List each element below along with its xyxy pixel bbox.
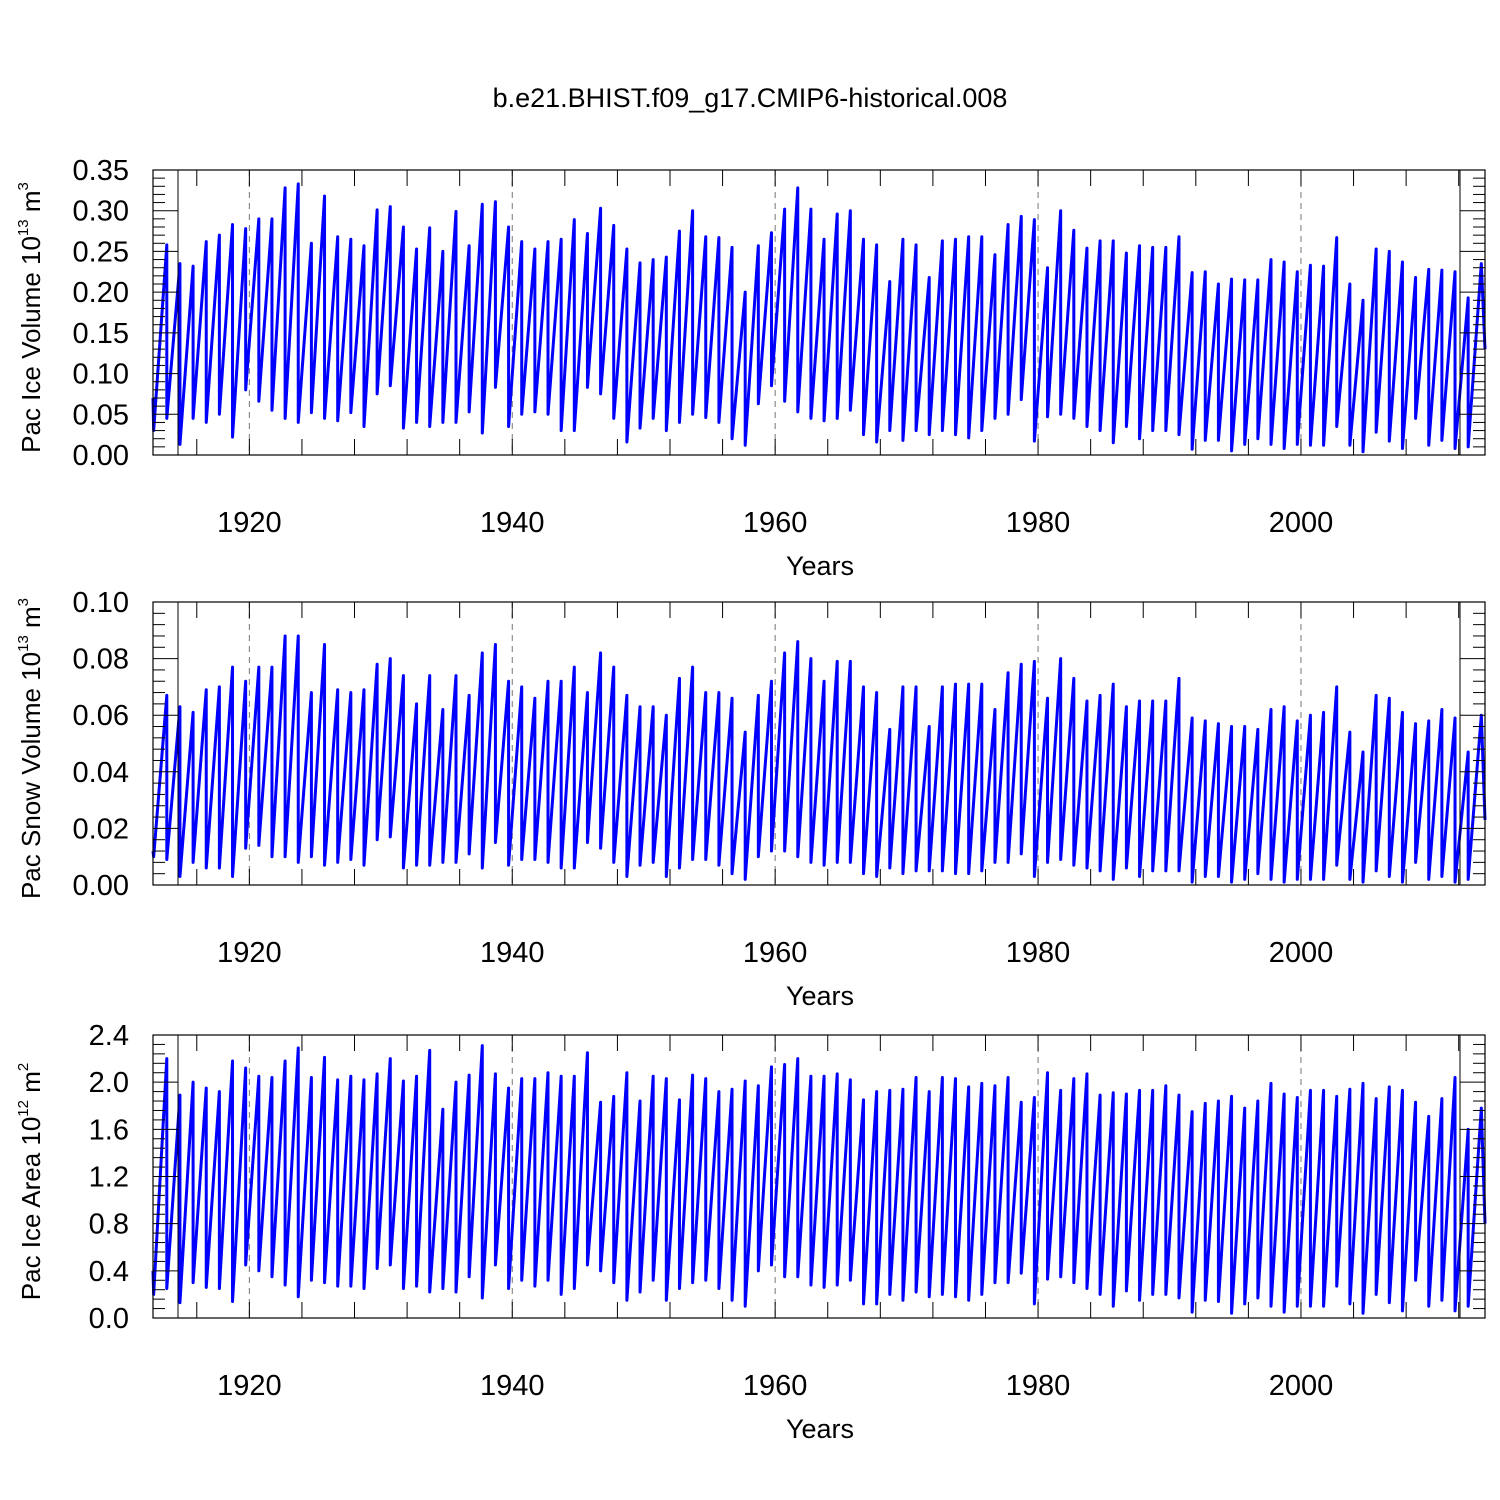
series-line <box>151 634 1487 884</box>
series-line <box>151 182 1487 454</box>
axes-frame <box>152 169 1486 456</box>
ytick-label: 0.08 <box>73 644 129 676</box>
axes-frame <box>152 601 1486 886</box>
ytick-label: 0.04 <box>73 757 129 789</box>
x-axis-label: Years <box>786 981 854 1011</box>
ytick-label: 0.00 <box>73 870 129 902</box>
xtick-label: 1980 <box>1006 507 1071 539</box>
xtick-label: 1920 <box>217 507 282 539</box>
ytick-label: 0.00 <box>73 440 129 472</box>
xtick-label: 1960 <box>743 507 808 539</box>
chart-panel-2: 0.00 0.02 0.04 0.06 0.08 0.10 1920 1940 1960 1980… <box>15 587 1487 1011</box>
xtick-label: 2000 <box>1269 1370 1334 1402</box>
ytick-label: 0.06 <box>73 700 129 732</box>
ytick-label: 0.02 <box>73 813 129 845</box>
chart-title: b.e21.BHIST.f09_g17.CMIP6-historical.008 <box>493 83 1008 113</box>
xtick-label: 1920 <box>217 937 282 969</box>
ytick-label: 0.30 <box>73 196 129 228</box>
xtick-label: 1940 <box>480 1370 545 1402</box>
xtick-label: 1940 <box>480 507 545 539</box>
y-axis-label: Pac Ice Area 1012 m2 <box>15 1063 46 1300</box>
ytick-label: 0.0 <box>89 1303 129 1335</box>
ytick-label: 1.6 <box>89 1114 129 1146</box>
xtick-label: 1920 <box>217 1370 282 1402</box>
chart-panel-3: 0.0 0.4 0.8 1.2 1.6 2.0 2.4 1920 1940 1960 1980 200… <box>15 1020 1487 1444</box>
x-axis-label: Years <box>786 551 854 581</box>
ytick-label: 1.2 <box>89 1162 129 1194</box>
y-axis-label: Pac Snow Volume 1013 m3 <box>15 598 46 899</box>
ytick-label: 0.35 <box>73 155 129 187</box>
ytick-label: 0.05 <box>73 399 129 431</box>
ytick-label: 0.20 <box>73 277 129 309</box>
chart-panel-1: 0.00 0.05 0.10 0.15 0.20 0.25 0.30 0.35 1920 1940… <box>15 155 1487 581</box>
xtick-label: 1940 <box>480 937 545 969</box>
ytick-label: 2.0 <box>89 1067 129 1099</box>
ytick-label: 0.4 <box>89 1256 129 1288</box>
xtick-label: 2000 <box>1269 507 1334 539</box>
ytick-label: 0.8 <box>89 1209 129 1241</box>
xtick-label: 1960 <box>743 937 808 969</box>
y-axis-label: Pac Ice Volume 1013 m3 <box>15 182 46 453</box>
xtick-label: 1980 <box>1006 1370 1071 1402</box>
xtick-label: 2000 <box>1269 937 1334 969</box>
xtick-label: 1960 <box>743 1370 808 1402</box>
ytick-label: 0.15 <box>73 318 129 350</box>
ytick-label: 2.4 <box>89 1020 129 1052</box>
x-axis-label: Years <box>786 1414 854 1444</box>
ytick-label: 0.25 <box>73 236 129 268</box>
ytick-label: 0.10 <box>73 359 129 391</box>
xtick-label: 1980 <box>1006 937 1071 969</box>
series-line <box>151 1044 1487 1315</box>
ytick-label: 0.10 <box>73 587 129 619</box>
